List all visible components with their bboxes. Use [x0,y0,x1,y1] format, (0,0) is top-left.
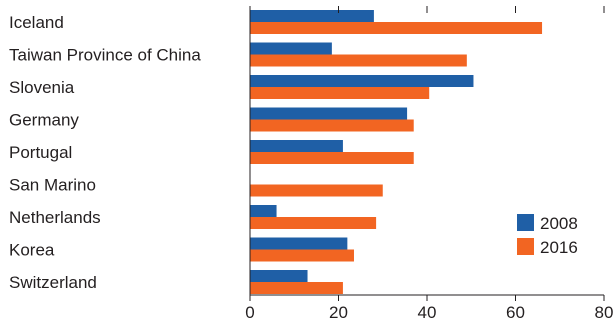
x-tick-label-40: 40 [418,303,437,322]
bar-switzerland-2008 [250,270,308,282]
bar-portugal-2016 [250,152,414,164]
x-tick-label-20: 20 [329,303,348,322]
legend-swatch-2016 [517,238,534,255]
bar-taiwan-province-of-china-2016 [250,54,467,67]
bar-slovenia-2016 [250,87,430,99]
bar-iceland-2016 [250,22,543,34]
bar-taiwan-province-of-china-2008 [250,42,332,55]
bars [250,10,543,294]
bar-switzerland-2016 [250,282,343,294]
tick-labels: 0 20 40 60 80 [245,6,613,322]
category-label-san-marino: San Marino [9,176,96,195]
bar-portugal-2008 [250,140,343,152]
category-label-slovenia: Slovenia [9,78,75,97]
bar-korea-2008 [250,237,348,250]
x-tick-label-60: 60 [506,303,525,322]
x-tick-label-80: 80 [595,303,614,322]
legend-label-2008: 2008 [540,214,578,233]
category-label-netherlands: Netherlands [9,208,101,227]
bar-germany-2016 [250,119,414,132]
x-tick-label-0: 0 [245,303,254,322]
bar-iceland-2008 [250,10,374,22]
bar-san-marino-2016 [250,184,383,197]
bar-slovenia-2008 [250,75,474,87]
category-label-portugal: Portugal [9,143,72,162]
bar-netherlands-2008 [250,205,277,217]
legend: 2008 2016 [517,214,578,257]
bar-korea-2016 [250,249,354,262]
category-label-switzerland: Switzerland [9,273,97,292]
legend-swatch-2008 [517,214,534,231]
bar-netherlands-2016 [250,217,377,229]
bar-germany-2008 [250,107,408,120]
category-labels: Iceland Taiwan Province of China Slovenia G… [9,13,201,292]
category-label-iceland: Iceland [9,13,64,32]
category-label-taiwan-province-of-china: Taiwan Province of China [9,46,201,65]
category-label-korea: Korea [9,241,55,260]
legend-label-2016: 2016 [540,238,578,257]
category-label-germany: Germany [9,111,79,130]
